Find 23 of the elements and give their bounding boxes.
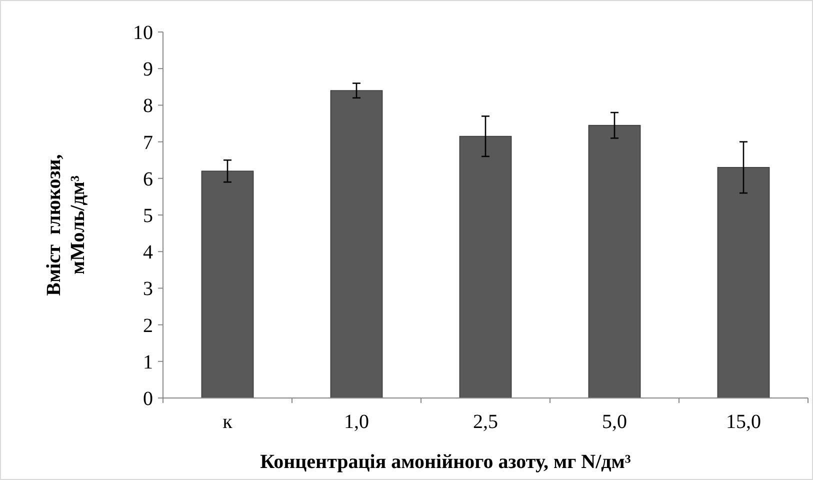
- y-tick-label: 1: [143, 351, 153, 374]
- bar: [717, 167, 770, 398]
- y-tick-label: 0: [143, 388, 153, 410]
- y-tick-label: 7: [143, 132, 153, 154]
- bar: [330, 90, 383, 398]
- bar: [588, 124, 641, 398]
- y-tick-label: 8: [143, 95, 153, 118]
- y-tick-label: 3: [143, 278, 153, 300]
- y-tick-label: 2: [143, 314, 153, 337]
- y-tick-label: 4: [143, 242, 153, 264]
- x-axis-title: Концентрація амонійного азоту, мг N/дм³: [260, 451, 631, 473]
- x-tick-label: 1,0: [344, 411, 369, 433]
- y-tick-label: 9: [143, 58, 153, 81]
- x-tick-label: 15,0: [726, 411, 761, 433]
- x-tick-label: 5,0: [602, 411, 627, 433]
- y-tick-label: 10: [133, 22, 153, 44]
- y-tick-label: 5: [143, 205, 153, 227]
- bar: [459, 136, 512, 398]
- bar: [201, 170, 254, 398]
- y-tick-label: 6: [143, 168, 153, 190]
- x-tick-label: 2,5: [473, 411, 498, 433]
- x-tick-label: к: [222, 411, 233, 433]
- y-axis-title: Вміст глюкози, мМоль/дм³: [43, 154, 89, 296]
